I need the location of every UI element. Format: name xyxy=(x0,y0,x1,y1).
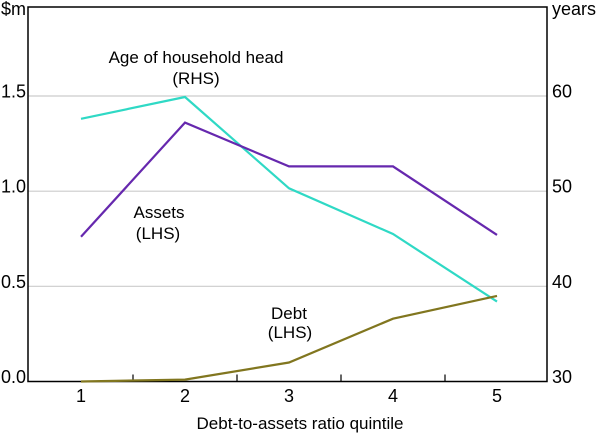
right-tick-label: 40 xyxy=(552,272,572,292)
series-label-assets: Assets xyxy=(133,203,184,222)
series-label-assets-axis: (LHS) xyxy=(136,224,180,243)
x-tick-label: 3 xyxy=(284,386,294,406)
left-tick-label: 1.0 xyxy=(1,177,26,197)
x-tick-label: 2 xyxy=(180,386,190,406)
x-tick-label: 4 xyxy=(388,386,398,406)
right-axis-unit: years xyxy=(552,0,596,19)
x-axis-title: Debt-to-assets ratio quintile xyxy=(197,414,404,433)
right-tick-label: 50 xyxy=(552,177,572,197)
age-line xyxy=(80,95,498,303)
left-tick-label: 1.5 xyxy=(1,82,26,102)
series-label-age: Age of household head xyxy=(109,48,284,67)
x-tick-label: 1 xyxy=(76,386,86,406)
series-label-age-axis: (RHS) xyxy=(172,69,219,88)
assets-line xyxy=(80,121,498,238)
x-tick-label: 5 xyxy=(492,386,502,406)
series-label-debt: Debt xyxy=(271,304,307,323)
debt-line xyxy=(80,294,498,383)
left-tick-label: 0.5 xyxy=(1,272,26,292)
series-label-debt-axis: (LHS) xyxy=(268,323,312,342)
plot-layer xyxy=(27,6,548,383)
plot-border xyxy=(27,6,548,383)
left-axis-unit: $m xyxy=(1,0,26,19)
right-tick-label: 60 xyxy=(552,82,572,102)
left-tick-label: 0.0 xyxy=(1,367,26,387)
right-tick-label: 30 xyxy=(552,367,572,387)
